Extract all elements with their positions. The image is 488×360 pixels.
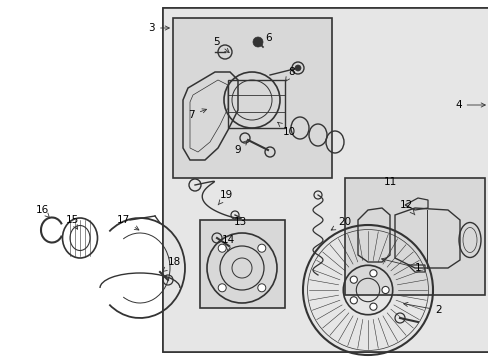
Bar	[345, 178, 484, 295]
Bar	[163, 8, 488, 352]
Text: 2: 2	[403, 302, 441, 315]
Text: 10: 10	[277, 122, 296, 137]
Circle shape	[218, 244, 226, 252]
Text: 14: 14	[222, 235, 235, 251]
Text: 15: 15	[65, 215, 79, 229]
Text: 18: 18	[163, 257, 181, 271]
Bar	[173, 18, 331, 178]
Text: 19: 19	[218, 190, 233, 205]
Circle shape	[257, 244, 265, 252]
Text: 1: 1	[381, 258, 421, 273]
Text: 12: 12	[399, 200, 414, 215]
Text: 9: 9	[234, 141, 247, 155]
Bar	[163, 8, 488, 352]
Circle shape	[218, 284, 226, 292]
Circle shape	[257, 284, 265, 292]
Bar	[227, 80, 285, 128]
Text: 4: 4	[454, 100, 484, 110]
Text: 16: 16	[35, 205, 50, 218]
Text: 8: 8	[285, 67, 294, 81]
Text: 17: 17	[117, 215, 139, 230]
Text: 20: 20	[330, 217, 350, 230]
Circle shape	[294, 65, 301, 71]
Circle shape	[349, 297, 357, 304]
Text: 13: 13	[233, 217, 246, 227]
Circle shape	[252, 37, 263, 47]
Text: 6: 6	[258, 33, 271, 46]
Text: 3: 3	[148, 23, 169, 33]
Text: 5: 5	[213, 37, 229, 53]
Circle shape	[349, 276, 357, 283]
Text: 11: 11	[383, 177, 396, 187]
Circle shape	[369, 270, 376, 277]
Text: 7: 7	[188, 109, 206, 120]
Circle shape	[369, 303, 376, 310]
Bar	[200, 220, 285, 308]
Circle shape	[381, 287, 388, 293]
